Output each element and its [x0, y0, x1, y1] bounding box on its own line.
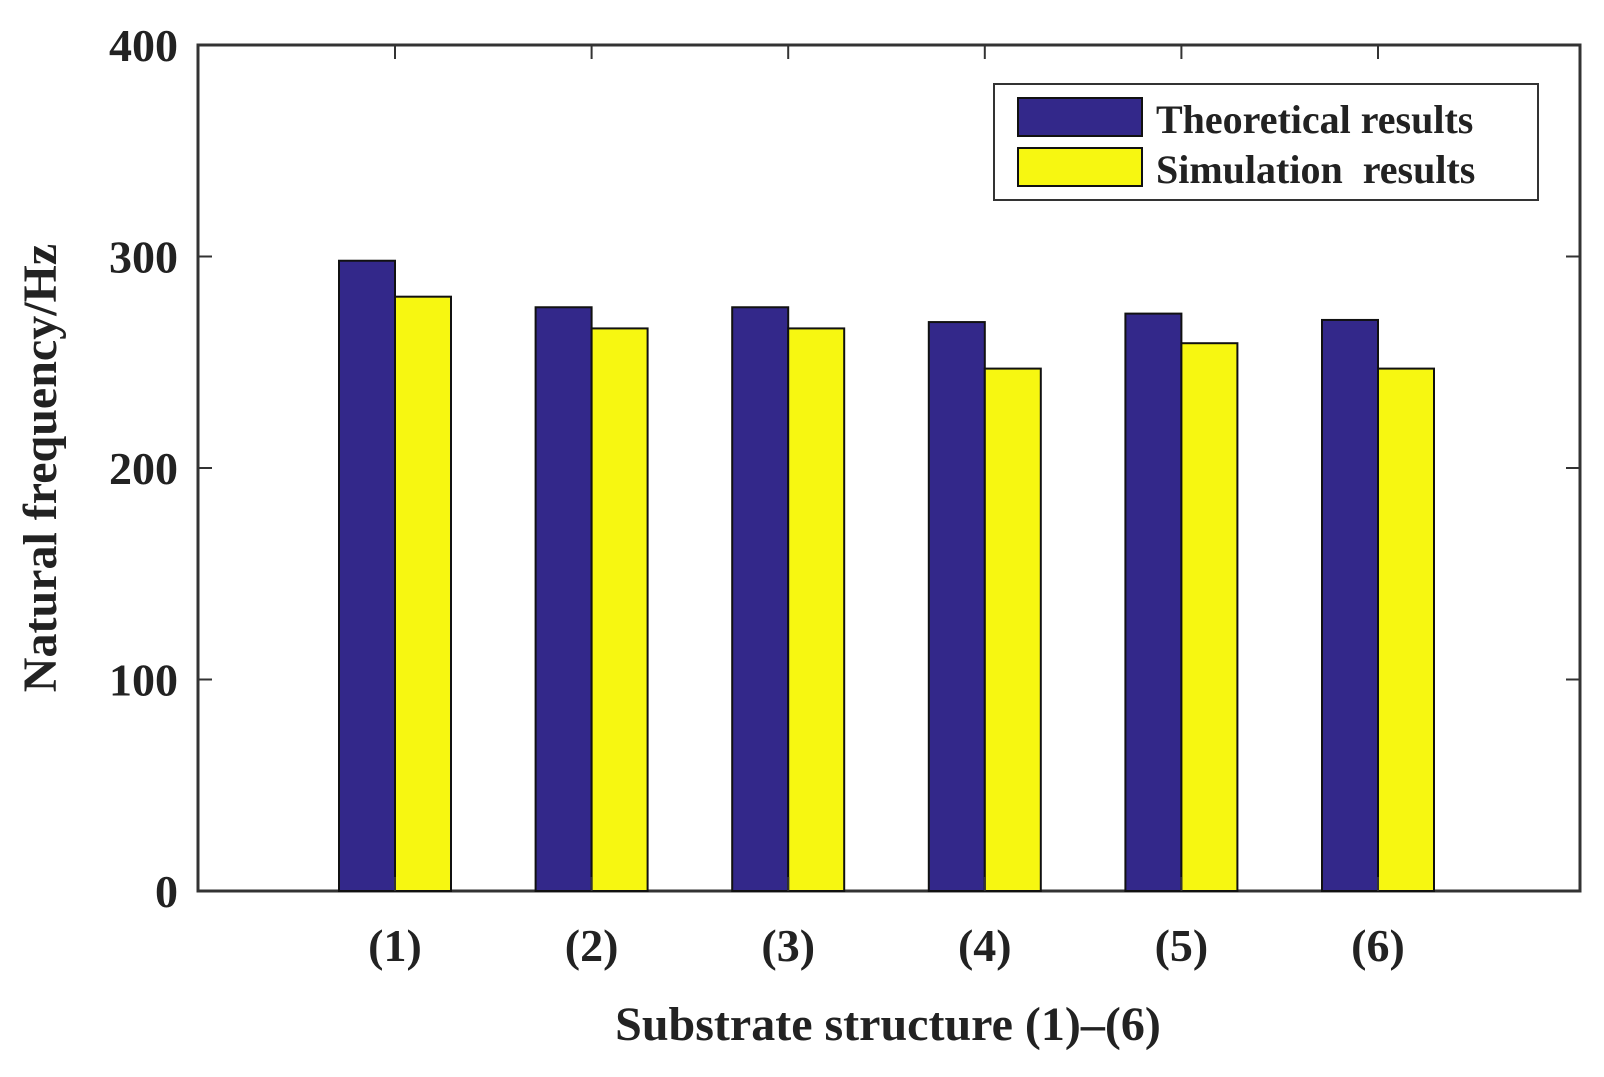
x-tick-label: (4)	[958, 920, 1012, 971]
bar-theoretical	[338, 259, 396, 893]
bar-simulation	[983, 367, 1042, 893]
x-axis-label: Substrate structure (1)–(6)	[615, 998, 1161, 1051]
x-tick-label: (2)	[565, 920, 619, 971]
y-tick-label: 400	[109, 20, 178, 71]
bars-group	[338, 259, 1435, 893]
legend: Theoretical results Simulation results	[993, 83, 1539, 201]
bar-simulation	[1180, 342, 1239, 892]
x-tick-label: (6)	[1351, 920, 1405, 971]
legend-swatch-theoretical	[1017, 97, 1143, 137]
x-tick-label: (3)	[761, 920, 815, 971]
y-tick-label: 0	[155, 866, 178, 917]
y-axis: 0 100 200 300 400	[109, 20, 1580, 917]
y-tick-label: 200	[109, 443, 178, 494]
bar-simulation	[394, 295, 452, 892]
bar-theoretical	[731, 306, 790, 892]
x-tick-label: (5)	[1155, 920, 1209, 971]
bar-simulation	[1377, 367, 1435, 893]
bar-theoretical	[534, 306, 593, 892]
bar-theoretical	[1124, 312, 1183, 893]
x-axis: (1) (2) (3) (4) (5) (6)	[368, 45, 1405, 971]
x-tick-label: (1)	[368, 920, 422, 971]
bar-theoretical	[1321, 318, 1379, 892]
bar-theoretical	[927, 321, 986, 892]
y-tick-label: 300	[109, 232, 178, 283]
legend-label-simulation: Simulation results	[1156, 147, 1475, 192]
y-axis-label: Natural frequency/Hz	[14, 244, 67, 692]
bar-simulation	[590, 327, 649, 893]
y-tick-label: 100	[109, 655, 178, 706]
legend-label-theoretical: Theoretical results	[1156, 97, 1473, 142]
legend-swatch-simulation	[1017, 147, 1143, 187]
bar-simulation	[787, 327, 846, 893]
